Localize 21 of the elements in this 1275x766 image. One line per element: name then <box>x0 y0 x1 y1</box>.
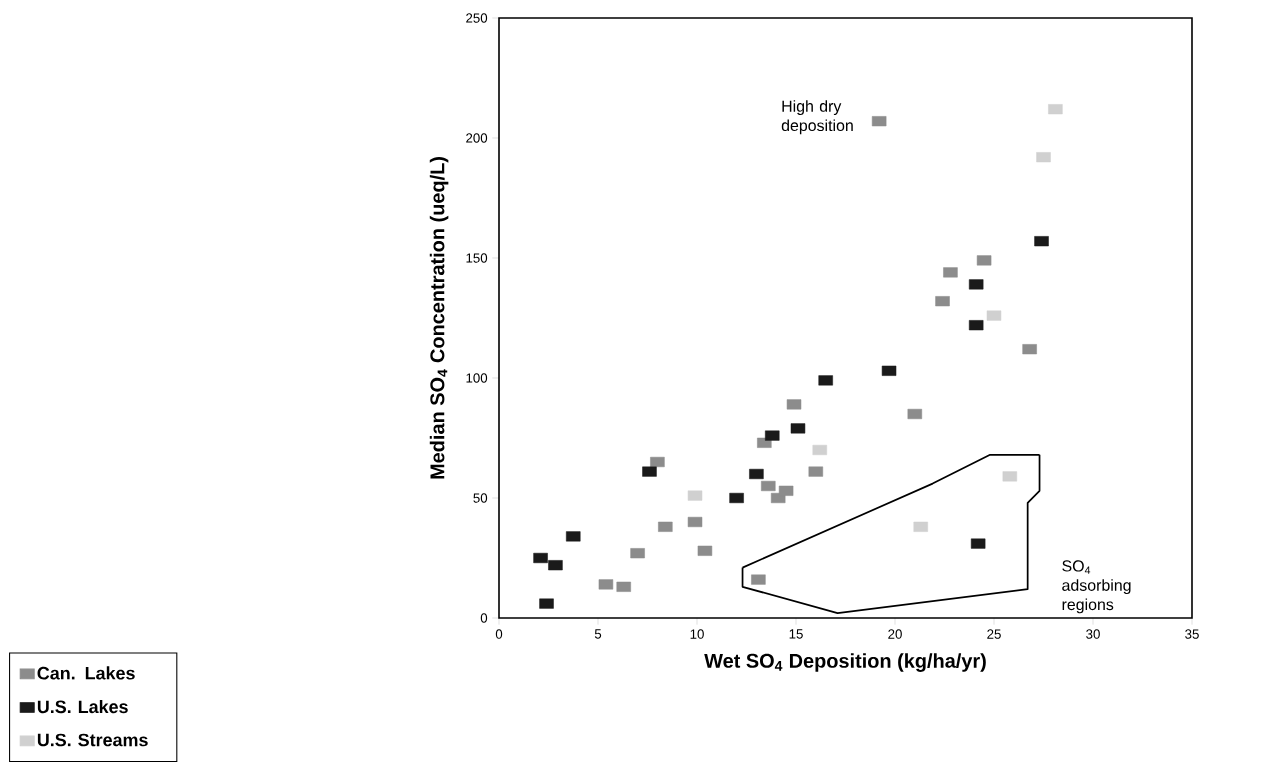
legend-label: U.S. Lakes <box>37 700 128 714</box>
x-tick-label: 35 <box>1185 629 1199 639</box>
y-tick-label: 200 <box>466 133 488 143</box>
annotation: High dry deposition <box>781 100 853 135</box>
y-tick-label: 0 <box>480 613 488 623</box>
x-tick-label: 15 <box>789 629 803 639</box>
x-tick-label: 0 <box>495 629 503 639</box>
y-tick-label: 50 <box>473 493 488 503</box>
y-tick-label: 250 <box>466 13 488 23</box>
legend-label: Can. Lakes <box>37 666 135 680</box>
legend-label: U.S. Streams <box>37 733 148 747</box>
x-axis-title: Wet SO$_{4}$ Deposition (kg/ha/yr) <box>704 653 986 672</box>
x-tick-label: 30 <box>1086 629 1100 639</box>
x-tick-label: 10 <box>690 629 704 639</box>
y-axis-title: Median SO$_{4}$ Concentration (ueq/L) <box>429 157 449 479</box>
y-tick-label: 150 <box>466 253 488 263</box>
annotation: SO$_{4}$ adsorbing regions <box>1062 560 1131 614</box>
y-tick-label: 100 <box>466 373 488 383</box>
x-tick-label: 5 <box>594 629 602 639</box>
x-tick-label: 25 <box>987 629 1001 639</box>
x-tick-label: 20 <box>888 629 902 639</box>
